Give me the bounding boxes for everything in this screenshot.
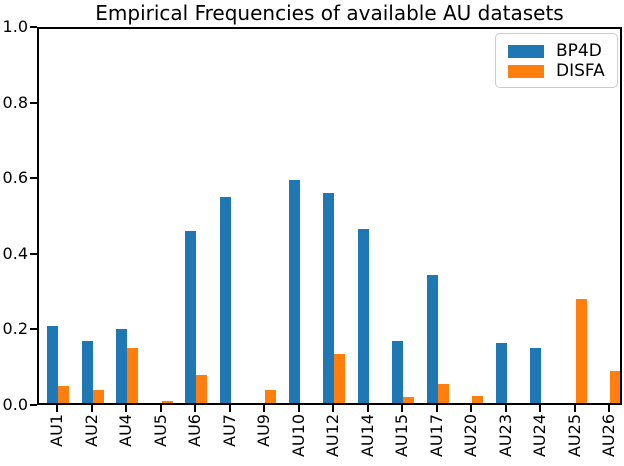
x-tick-label-au26: AU26	[599, 414, 618, 458]
legend-entry-bp4d: BP4D	[508, 41, 606, 61]
y-tick	[30, 404, 37, 406]
bar-disfa-au20	[472, 396, 483, 405]
x-tick	[332, 405, 334, 412]
x-tick-label-au9: AU9	[254, 414, 273, 447]
x-tick-label-au4: AU4	[116, 414, 135, 447]
x-tick-label-au7: AU7	[219, 414, 239, 447]
x-tick-label-au15: AU15	[392, 414, 411, 458]
x-tick-label-au1: AU1	[47, 414, 66, 447]
bar-bp4d-au23	[495, 343, 507, 405]
bar-disfa-au4	[127, 348, 138, 405]
x-tick	[608, 405, 610, 412]
x-tick-label-au2: AU2	[81, 414, 101, 447]
bar-disfa-au25	[575, 299, 587, 405]
bar-disfa-au1	[58, 386, 69, 405]
bar-bp4d-au14	[357, 229, 369, 405]
x-tick	[539, 405, 541, 412]
legend-swatch-bp4d	[508, 44, 544, 58]
x-tick-label-au24: AU24	[530, 414, 549, 458]
y-tick	[30, 177, 37, 180]
x-tick	[90, 405, 93, 412]
x-tick	[366, 405, 369, 412]
legend-entry-disfa: DISFA	[508, 61, 606, 81]
y-tick	[30, 252, 37, 255]
y-tick-label: 1.0	[2, 17, 28, 36]
legend: BP4D DISFA	[495, 33, 618, 88]
x-tick-label-au20: AU20	[461, 414, 480, 458]
x-tick-label-au17: AU17	[426, 414, 446, 458]
x-tick	[263, 405, 265, 412]
bar-disfa-au26	[610, 371, 621, 405]
bar-disfa-au6	[196, 375, 207, 405]
y-tick	[30, 101, 37, 104]
bar-bp4d-au6	[185, 231, 196, 405]
x-tick	[573, 405, 576, 412]
legend-swatch-disfa	[508, 64, 544, 78]
bar-disfa-au12	[334, 354, 345, 405]
bar-bp4d-au7	[219, 197, 231, 405]
bar-disfa-au17	[437, 384, 449, 405]
chart-title: Empirical Frequencies of available AU da…	[95, 1, 564, 25]
y-tick	[30, 26, 37, 28]
y-tick-label: 0.2	[2, 319, 28, 339]
bar-bp4d-au2	[81, 341, 93, 405]
y-tick	[30, 328, 37, 331]
x-tick	[297, 405, 300, 412]
x-tick	[401, 405, 403, 412]
bar-disfa-au9	[265, 390, 276, 405]
bar-disfa-au2	[92, 390, 104, 405]
bar-bp4d-au17	[426, 275, 438, 405]
x-tick	[159, 405, 162, 412]
x-tick-label-au14: AU14	[357, 414, 377, 458]
legend-label-disfa: DISFA	[556, 61, 605, 81]
x-tick	[470, 405, 472, 412]
y-tick-label: 0.8	[2, 92, 28, 112]
bar-bp4d-au12	[323, 193, 334, 405]
y-tick-label: 0.0	[2, 395, 28, 414]
x-tick	[194, 405, 196, 412]
x-tick-label-au5: AU5	[150, 414, 170, 447]
y-tick-label: 0.4	[2, 243, 28, 263]
bar-bp4d-au24	[530, 348, 541, 405]
x-tick-label-au25: AU25	[564, 414, 584, 458]
x-tick-label-au12: AU12	[323, 414, 342, 458]
x-tick	[125, 405, 127, 412]
x-tick	[504, 405, 507, 412]
bar-disfa-au5	[161, 401, 173, 405]
x-tick-label-au10: AU10	[288, 414, 308, 458]
y-tick-label: 0.6	[2, 168, 28, 188]
bar-disfa-au15	[403, 397, 414, 405]
x-tick-label-au23: AU23	[495, 414, 515, 458]
legend-label-bp4d: BP4D	[556, 41, 602, 61]
bar-bp4d-au15	[392, 341, 403, 405]
bar-bp4d-au4	[116, 329, 127, 405]
x-tick-label-au6: AU6	[185, 414, 204, 447]
x-tick	[56, 405, 58, 412]
bar-bp4d-au10	[288, 180, 300, 405]
x-tick	[228, 405, 231, 412]
bar-bp4d-au1	[47, 326, 58, 405]
x-tick	[435, 405, 438, 412]
